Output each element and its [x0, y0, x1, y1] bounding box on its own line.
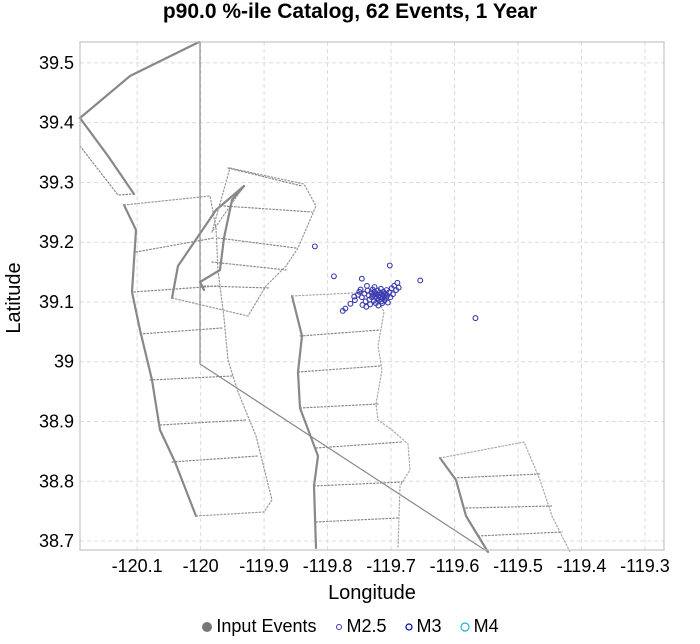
x-axis-label: Longitude [328, 582, 416, 604]
data-point [389, 291, 396, 298]
y-tick-label: 39.2 [39, 232, 74, 252]
x-tick-label: -119.7 [366, 556, 416, 576]
fault-boundary [199, 41, 489, 553]
x-tick-labels: -120.1 -120 -119.9 -119.8 -119.7 -119.6 -119.5… [112, 556, 670, 576]
fault-section-ribs [453, 473, 563, 537]
data-points [311, 243, 479, 322]
fault-trace [78, 40, 201, 120]
fault-traces [78, 40, 571, 554]
y-tick-label: 38.8 [39, 471, 74, 491]
fault-trace [78, 116, 136, 196]
open-circle-icon [404, 623, 413, 631]
legend-item-m3: M3 [404, 614, 442, 638]
legend-item-m25: M2.5 [334, 614, 387, 638]
data-point [311, 243, 318, 250]
fault-trace [198, 184, 246, 292]
data-point [379, 300, 386, 307]
y-tick-label: 38.7 [39, 531, 74, 551]
fault-section-outline [123, 195, 273, 517]
data-point [395, 284, 402, 291]
data-point [394, 279, 401, 286]
data-point [472, 315, 479, 322]
fault-section-outline [291, 291, 411, 549]
y-tick-labels: 38.7 38.8 38.9 39 39.1 39.2 39.3 39.4 39.5 [39, 53, 74, 551]
legend-label: M3 [416, 616, 442, 636]
x-tick-label: -120.1 [112, 556, 163, 576]
data-point [330, 273, 337, 280]
data-point [363, 303, 370, 310]
data-point [347, 300, 354, 307]
data-point [363, 282, 370, 289]
data-point [351, 293, 358, 300]
x-tick-label: -119.6 [430, 556, 480, 576]
y-tick-label: 39.5 [39, 53, 74, 73]
data-point [356, 288, 363, 295]
fault-section-outline [171, 167, 317, 317]
legend-item-m4: M4 [459, 614, 499, 638]
data-point [371, 284, 378, 290]
legend-label: Input Events [216, 616, 317, 636]
y-tick-label: 39.1 [39, 292, 74, 312]
legend-item-input-events: Input Events [201, 614, 316, 638]
legend-label: M4 [473, 616, 499, 636]
x-tick-label: -119.9 [239, 556, 289, 576]
y-tick-label: 39.3 [39, 172, 74, 192]
chart-title: p90.0 %-ile Catalog, 62 Events, 1 Year [162, 0, 538, 23]
y-tick-label: 39 [54, 352, 74, 372]
x-tick-label: -119.3 [620, 556, 670, 576]
fault-trace [170, 184, 246, 300]
open-circle-icon [459, 622, 470, 632]
data-point [342, 305, 349, 312]
fault-section-ribs [297, 329, 403, 523]
fault-section-outline [439, 441, 571, 553]
x-tick-label: -120 [183, 556, 219, 576]
data-point [358, 275, 365, 282]
fault-trace [122, 203, 198, 518]
grid [80, 42, 664, 550]
filled-circle-icon [202, 622, 213, 633]
fault-section-ribs [133, 237, 259, 463]
x-tick-label: -119.8 [303, 556, 353, 576]
open-circle-icon [335, 624, 342, 631]
y-axis-label: Latitude [3, 262, 25, 333]
plot-frame [79, 41, 665, 551]
legend-label: M2.5 [346, 616, 387, 636]
data-point [417, 277, 424, 284]
fault-trace [438, 456, 490, 554]
legend: Input Events M2.5 M3 M4 [0, 614, 700, 638]
x-tick-label: -119.4 [557, 556, 607, 576]
fault-section-ribs [203, 167, 313, 289]
x-tick-label: -119.5 [493, 556, 543, 576]
y-tick-label: 38.9 [39, 412, 74, 432]
data-point [386, 262, 393, 269]
data-point [351, 297, 358, 304]
y-tick-label: 39.4 [39, 113, 74, 133]
data-point [384, 299, 391, 306]
